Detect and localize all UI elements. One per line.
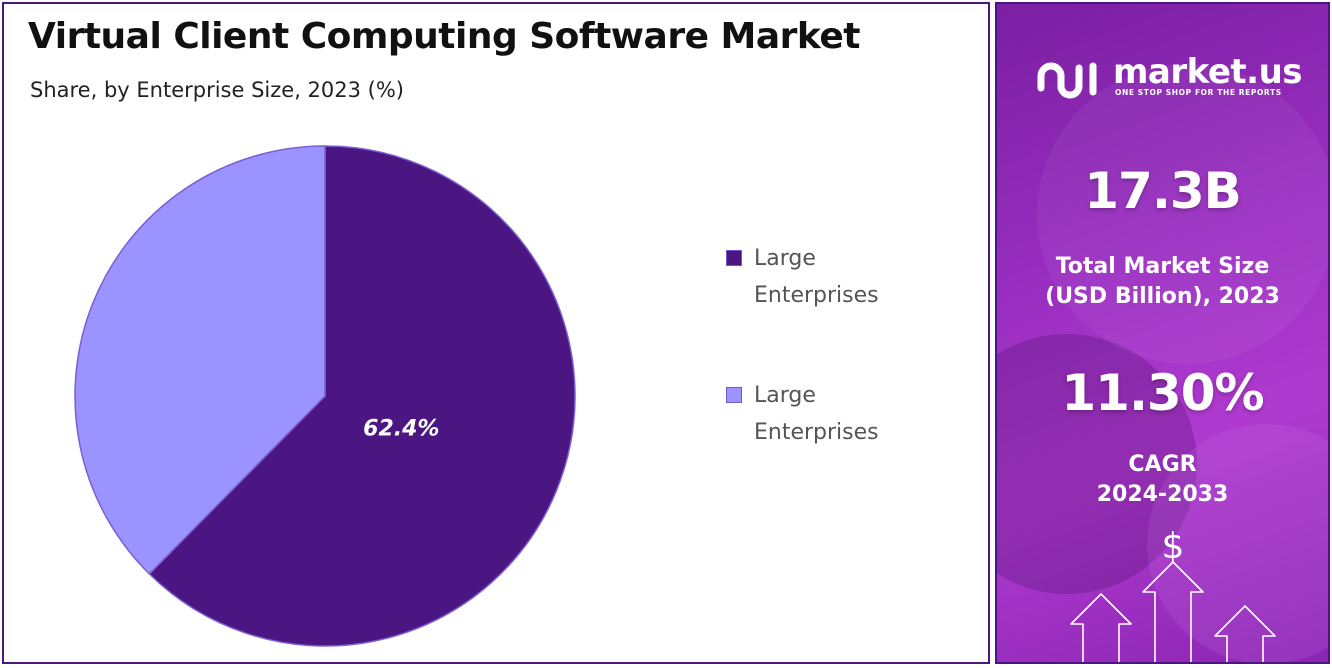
legend-label-line1: Large: [754, 246, 816, 271]
growth-arrows-icon: $: [1070, 526, 1276, 662]
legend-swatch: [726, 387, 742, 403]
background-decoration: [1037, 64, 1328, 364]
pie-slice-1[interactable]: [148, 145, 576, 647]
chart-panel: Virtual Client Computing Software Market…: [2, 2, 990, 664]
background-decoration: [1147, 424, 1328, 662]
pie-data-labels: 62.4%: [363, 416, 439, 441]
dollar-sign-icon: $: [1162, 526, 1185, 567]
market-size-value: 17.3B: [1084, 162, 1241, 220]
brand-logo[interactable]: market.us ONE STOP SHOP FOR THE REPORTS: [1037, 52, 1307, 112]
legend-swatch: [726, 250, 742, 266]
brand-name: market.us: [1113, 52, 1303, 92]
pie-slices: [74, 145, 576, 647]
pie-data-label-1: 62.4%: [363, 416, 439, 441]
legend-label-line2: Enterprises: [754, 420, 879, 445]
legend-label-line2: Enterprises: [754, 283, 879, 308]
market-size-label-line1: Total Market Size: [1055, 254, 1270, 279]
cagr-value: 11.30%: [1061, 364, 1264, 422]
market-us-logo-icon: [1037, 62, 1097, 99]
background-decoration: [997, 334, 1197, 594]
market-summary-panel: market.us ONE STOP SHOP FOR THE REPORTS …: [995, 2, 1330, 664]
cagr-label-line1: CAGR: [1128, 452, 1197, 477]
cagr-label-line2: 2024-2033: [1096, 482, 1229, 507]
market-size-label: Total Market Size (USD Billion), 2023: [997, 252, 1328, 312]
pie-slice-2[interactable]: [74, 145, 326, 575]
cagr-label: CAGR 2024-2033: [997, 450, 1328, 510]
brand-tagline: ONE STOP SHOP FOR THE REPORTS: [1115, 88, 1282, 97]
pie-chart: 62.4%: [74, 145, 576, 647]
chart-title: Virtual Client Computing Software Market: [28, 16, 861, 57]
market-size-label-line2: (USD Billion), 2023: [1045, 284, 1280, 309]
legend-label-line1: Large: [754, 383, 816, 408]
chart-subtitle: Share, by Enterprise Size, 2023 (%): [30, 78, 405, 102]
